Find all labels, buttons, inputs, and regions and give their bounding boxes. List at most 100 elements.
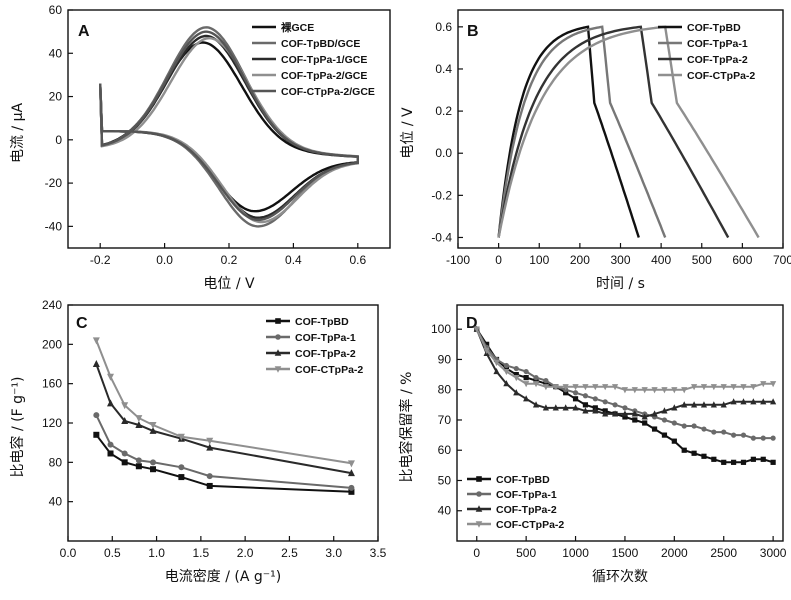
x-tick-label: 100 <box>529 253 549 267</box>
data-point <box>504 363 509 368</box>
y-tick-label: 60 <box>438 443 452 457</box>
legend-label: COF-TpBD <box>295 316 349 328</box>
data-point <box>741 460 746 465</box>
data-point <box>573 390 578 395</box>
series-line <box>477 329 773 390</box>
series-line <box>477 329 773 417</box>
legend-label: COF-TpPa-1 <box>687 38 748 50</box>
data-point <box>771 460 776 465</box>
y-tick-label: 240 <box>42 298 62 312</box>
y-tick-label: 0.6 <box>435 20 452 34</box>
data-point <box>275 318 281 324</box>
y-tick-label: -0.2 <box>431 188 452 202</box>
x-axis-label: 电流密度 / (A g⁻¹) <box>165 568 281 585</box>
legend-label: COF-CTpPa-2/GCE <box>281 86 375 98</box>
legend-label: COF-TpPa-1 <box>295 332 356 344</box>
legend-label: COF-TpPa-1 <box>496 489 557 501</box>
x-tick-label: 0.6 <box>349 253 366 267</box>
legend-label: COF-CTpPa-2 <box>295 364 363 376</box>
data-point <box>672 439 677 444</box>
data-point <box>583 393 588 398</box>
data-point <box>207 483 213 489</box>
y-tick-label: 40 <box>49 495 63 509</box>
y-tick-label: 0 <box>55 133 62 147</box>
panel-a: -0.20.00.20.40.6-40-200204060A电位 / V电流 /… <box>10 3 390 292</box>
data-point <box>348 485 354 491</box>
x-axis-label: 循环次数 <box>592 569 648 585</box>
data-point <box>150 459 156 465</box>
y-tick-label: 20 <box>49 90 63 104</box>
x-tick-label: 300 <box>610 253 630 267</box>
y-tick-label: 60 <box>49 3 63 17</box>
x-tick-label: 500 <box>692 253 712 267</box>
panel-label: C <box>76 315 88 332</box>
data-point <box>721 429 726 434</box>
data-point <box>721 460 726 465</box>
x-tick-label: 700 <box>773 253 791 267</box>
data-point <box>136 463 142 469</box>
data-point <box>761 457 766 462</box>
x-axis-label: 时间 / s <box>596 276 645 292</box>
panel-label: B <box>467 23 479 40</box>
legend-label: COF-TpBD <box>687 22 741 34</box>
data-point <box>662 417 667 422</box>
legend-label: COF-TpPa-1/GCE <box>281 54 367 66</box>
data-point <box>751 457 756 462</box>
data-point <box>691 451 696 456</box>
x-tick-label: 600 <box>732 253 752 267</box>
data-point <box>275 334 281 340</box>
x-tick-label: -0.2 <box>90 253 111 267</box>
y-tick-label: 0.4 <box>435 62 452 76</box>
legend-label: COF-TpPa-2 <box>496 504 557 516</box>
data-point <box>662 433 667 438</box>
data-point <box>632 417 637 422</box>
x-tick-label: 0.2 <box>221 253 238 267</box>
y-axis-label: 电位 / V <box>400 107 416 159</box>
y-tick-label: 0.2 <box>435 104 452 118</box>
legend-label: COF-CTpPa-2 <box>496 519 564 531</box>
data-point <box>476 491 482 497</box>
data-point <box>93 412 99 418</box>
data-point <box>751 436 756 441</box>
x-tick-label: 1.5 <box>193 546 210 560</box>
y-tick-label: 100 <box>431 322 451 336</box>
data-point <box>672 420 677 425</box>
data-point <box>711 429 716 434</box>
panel-d: 050010001500200025003000405060708090100D… <box>398 305 787 585</box>
series-line <box>96 415 351 488</box>
data-point <box>108 450 114 456</box>
legend-label: 裸GCE <box>281 21 314 34</box>
data-point <box>136 457 142 463</box>
y-tick-label: 80 <box>49 455 63 469</box>
x-axis-label: 电位 / V <box>203 276 255 292</box>
x-tick-label: 2500 <box>710 546 737 560</box>
data-point <box>150 466 156 472</box>
data-point <box>573 396 578 401</box>
data-point <box>741 433 746 438</box>
data-point <box>533 375 538 380</box>
x-tick-label: -100 <box>446 253 470 267</box>
data-point <box>652 426 657 431</box>
legend-label: COF-TpBD <box>496 474 550 486</box>
x-tick-label: 0.0 <box>60 546 77 560</box>
y-tick-label: 50 <box>438 473 452 487</box>
data-point <box>761 436 766 441</box>
x-tick-label: 2000 <box>661 546 688 560</box>
x-tick-label: 2.5 <box>281 546 298 560</box>
data-point <box>524 375 529 380</box>
x-tick-label: 400 <box>651 253 671 267</box>
x-tick-label: 200 <box>570 253 590 267</box>
data-point <box>612 402 617 407</box>
x-tick-label: 0.0 <box>156 253 173 267</box>
panel-b: -1000100200300400500600700-0.4-0.20.00.2… <box>400 10 791 292</box>
legend-label: COF-TpPa-2/GCE <box>281 70 367 82</box>
data-point <box>642 420 647 425</box>
x-tick-label: 1000 <box>562 546 589 560</box>
x-tick-label: 2.0 <box>237 546 254 560</box>
x-tick-label: 500 <box>516 546 536 560</box>
data-point <box>583 402 588 407</box>
figure-canvas: -0.20.00.20.40.6-40-200204060A电位 / V电流 /… <box>0 0 791 600</box>
y-axis-label: 比电容 / (F g⁻¹) <box>9 377 26 478</box>
legend-label: COF-TpPa-2 <box>295 348 356 360</box>
data-point <box>731 460 736 465</box>
